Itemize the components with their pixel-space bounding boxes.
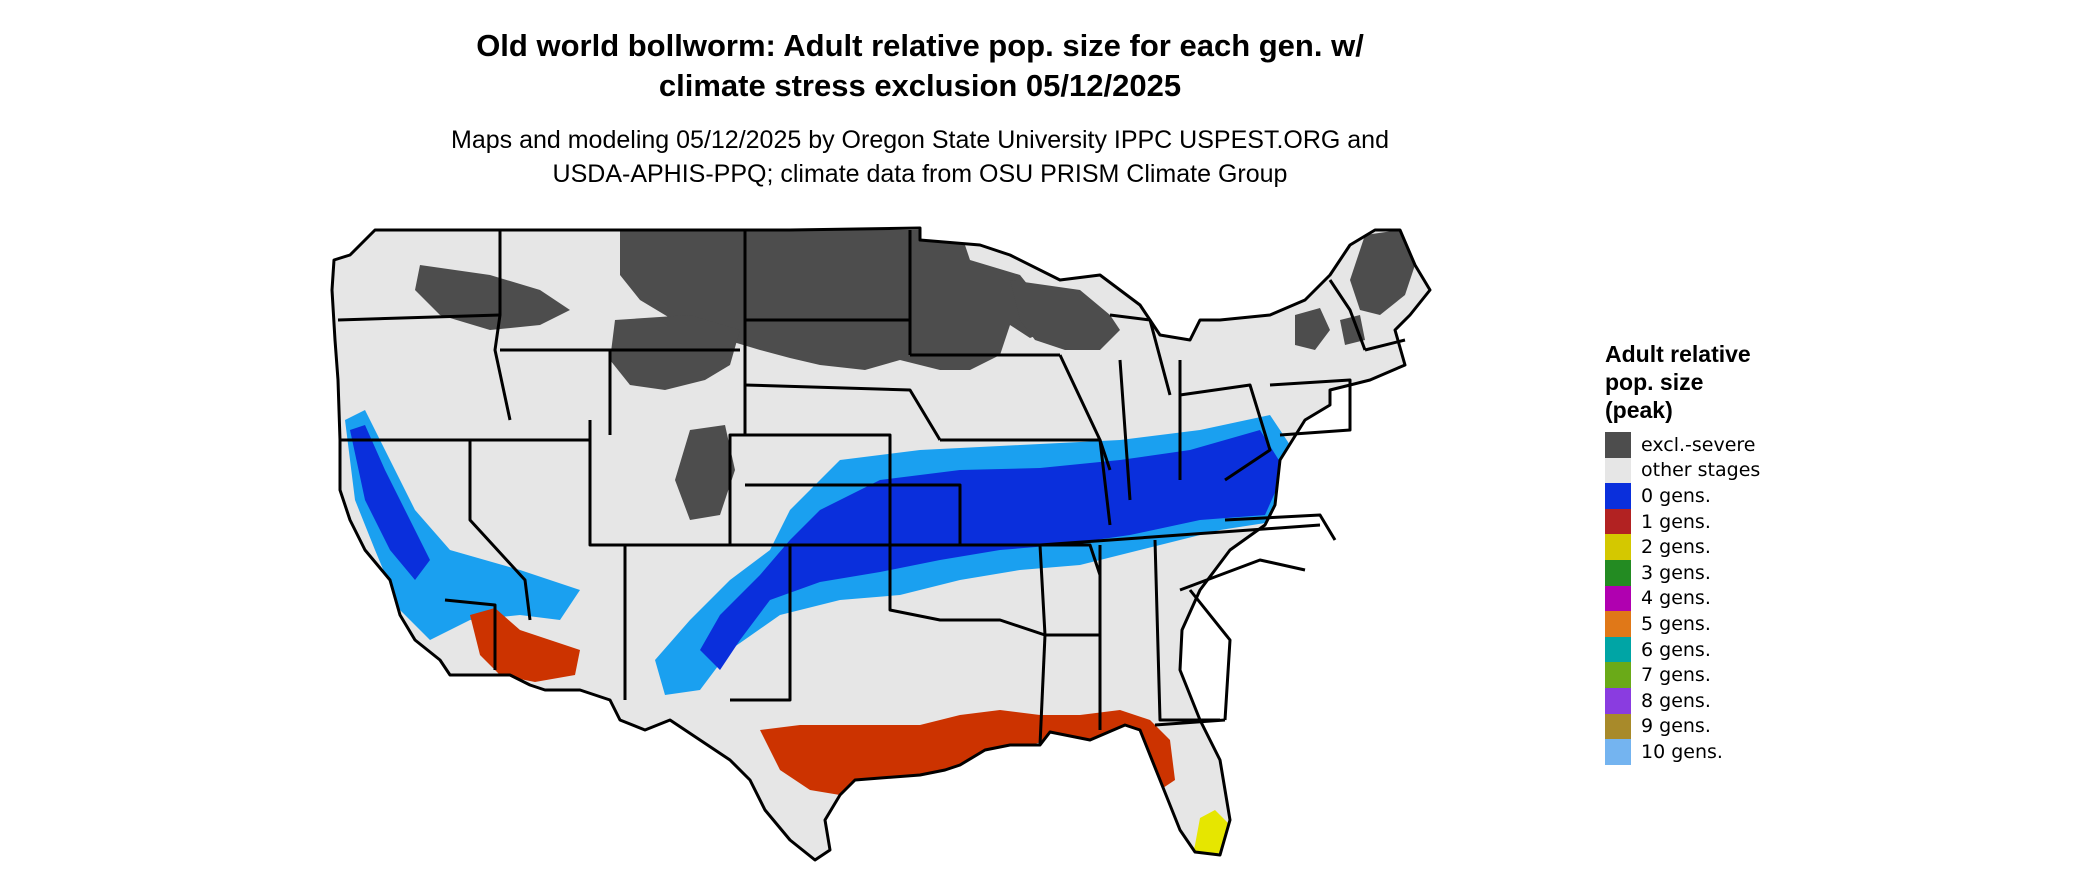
border-tx-nm <box>730 545 792 702</box>
legend-swatch <box>1605 687 1631 714</box>
legend-item: 2 gens. <box>1605 534 1835 560</box>
legend-item: 7 gens. <box>1605 662 1835 688</box>
map-subtitle-line-2: USDA-APHIS-PPQ; climate data from OSU PR… <box>552 160 1288 188</box>
legend-label: 5 gens. <box>1641 612 1711 635</box>
legend-swatch <box>1605 662 1631 688</box>
border-ms-al <box>1098 539 1220 730</box>
legend-item: 8 gens. <box>1605 687 1835 714</box>
gen0-dark-california <box>350 425 430 580</box>
legend-item: other stages <box>1605 457 1835 484</box>
border-mi <box>1109 313 1172 396</box>
border-mo-ar <box>960 543 1102 576</box>
legend-item: 9 gens. <box>1605 713 1835 740</box>
legend-label: 0 gens. <box>1641 484 1711 507</box>
legend-swatch <box>1605 534 1631 560</box>
us-outline <box>330 226 1432 862</box>
border-ga-sc <box>1188 589 1232 721</box>
legend-title-line: Adult relative <box>1605 341 1751 367</box>
legend-label: 8 gens. <box>1641 689 1711 712</box>
legend-item: 3 gens. <box>1605 559 1835 586</box>
gen1-region-gulf <box>760 710 1175 795</box>
legend-title: Adult relative pop. size (peak) <box>1605 340 1835 424</box>
excluded-region-wyoming <box>610 315 740 390</box>
legend-item: 5 gens. <box>1605 611 1835 637</box>
map-subtitle-line-1: Maps and modeling 05/12/2025 by Oregon S… <box>451 126 1389 154</box>
legend-title-line: pop. size <box>1605 369 1704 395</box>
border-tn-ky <box>1039 523 1321 547</box>
legend-label: 1 gens. <box>1641 510 1711 533</box>
border-pa <box>1269 378 1352 437</box>
border-ut <box>588 420 730 547</box>
legend-label: 6 gens. <box>1641 638 1711 661</box>
border-ga-fl <box>1154 718 1226 727</box>
legend-swatch <box>1605 457 1631 484</box>
legend-label: other stages <box>1641 459 1761 482</box>
map-subtitle: Maps and modeling 05/12/2025 by Oregon S… <box>380 123 1460 191</box>
gen0-light-california <box>345 410 580 640</box>
border-ne <box>1328 279 1406 352</box>
excluded-region-idaho <box>415 265 570 330</box>
gen1-region-arizona <box>470 608 580 682</box>
border-nc-sc <box>1179 558 1306 592</box>
map-title: Old world bollworm: Adult relative pop. … <box>380 26 1460 106</box>
map-title-line-1: Old world bollworm: Adult relative pop. … <box>476 28 1364 63</box>
legend-label: 2 gens. <box>1641 536 1711 559</box>
border-la <box>1038 634 1047 746</box>
map-title-line-2: climate stress exclusion 05/12/2025 <box>658 68 1182 103</box>
border-sd-ne <box>744 383 942 441</box>
border-wa-or <box>337 313 501 322</box>
gen0-dark-band <box>700 430 1285 670</box>
legend-label: 10 gens. <box>1641 740 1723 763</box>
legend-item: excl.-severe <box>1605 432 1835 458</box>
legend: Adult relative pop. size (peak) excl.-se… <box>1605 340 1835 765</box>
legend-swatch <box>1605 713 1631 740</box>
border-nv <box>468 440 532 621</box>
legend-item: 0 gens. <box>1605 483 1835 509</box>
legend-label: excl.-severe <box>1641 433 1756 456</box>
legend-item: 4 gens. <box>1605 585 1835 612</box>
border-ca-az <box>444 598 497 670</box>
border-va-nc <box>1224 513 1337 541</box>
legend-swatch <box>1605 585 1631 612</box>
legend-swatch <box>1605 739 1631 765</box>
legend-item: 1 gens. <box>1605 508 1835 535</box>
border-il-in <box>1058 354 1182 526</box>
legend-swatch <box>1605 611 1631 637</box>
legend-title-line: (peak) <box>1605 397 1673 423</box>
legend-label: 7 gens. <box>1641 664 1711 687</box>
legend-swatch <box>1605 432 1631 458</box>
legend-swatch <box>1605 636 1631 663</box>
legend-item: 6 gens. <box>1605 636 1835 663</box>
excluded-region-maine <box>1350 230 1415 315</box>
border-ks <box>745 483 962 545</box>
legend-swatch <box>1605 559 1631 586</box>
excluded-region-colorado <box>675 425 735 520</box>
legend-swatch <box>1605 483 1631 509</box>
excluded-region-new-york <box>1295 308 1330 350</box>
legend-items: excl.-severe other stages 0 gens. 1 gens. 2 … <box>1605 432 1835 765</box>
legend-label: 3 gens. <box>1641 561 1711 584</box>
legend-item: 10 gens. <box>1605 739 1835 765</box>
excluded-region-wisconsin <box>1010 280 1120 350</box>
border-id-mt <box>493 230 512 421</box>
legend-label: 4 gens. <box>1641 587 1711 610</box>
legend-label: 9 gens. <box>1641 715 1711 738</box>
border-oh <box>1179 383 1272 482</box>
legend-swatch <box>1605 508 1631 535</box>
us-map <box>330 226 1432 862</box>
